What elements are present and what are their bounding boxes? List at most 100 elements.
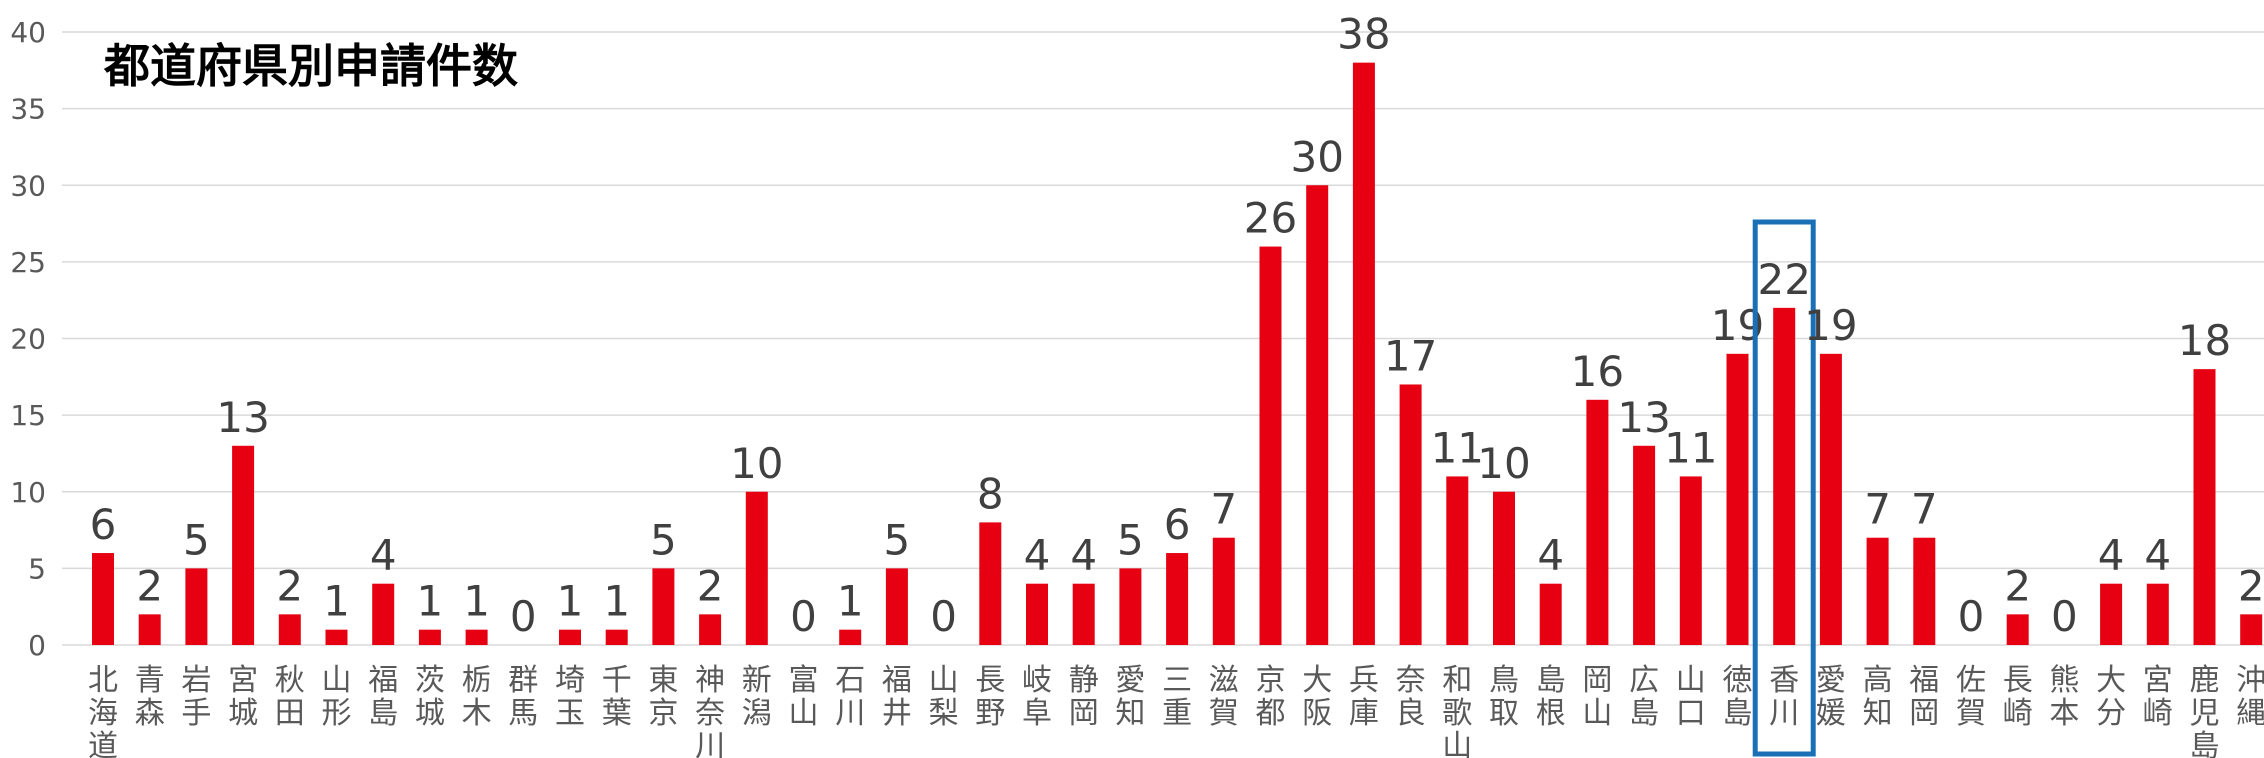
x-tick-label: 神奈川	[695, 663, 725, 758]
data-label: 11	[1664, 423, 1717, 472]
y-tick-label: 10	[10, 476, 46, 509]
data-label: 2	[136, 561, 163, 610]
bar	[1866, 537, 1889, 645]
x-tick-label: 滋賀	[1209, 663, 1239, 731]
bar	[1446, 476, 1469, 645]
data-label: 4	[1070, 531, 1097, 580]
bar	[1819, 353, 1842, 645]
x-tick-label: 島根	[1536, 663, 1566, 731]
bar	[652, 568, 675, 645]
data-label: 5	[1117, 515, 1144, 564]
x-tick-label: 岐阜	[1022, 663, 1052, 731]
x-tick-label: 和歌山	[1442, 663, 1472, 758]
x-tick-label: 京都	[1256, 663, 1286, 731]
data-label: 6	[90, 500, 117, 549]
bar	[1306, 185, 1329, 645]
x-tick-label: 福島	[368, 663, 398, 731]
x-tick-label: 青森	[135, 663, 165, 731]
x-tick-label: 群馬	[508, 663, 538, 731]
bar	[1773, 307, 1796, 645]
x-tick-label: 東京	[648, 663, 678, 731]
data-label: 4	[1537, 531, 1564, 580]
x-tick-label: 岩手	[181, 663, 211, 731]
x-tick-label: 兵庫	[1349, 663, 1379, 731]
bar	[2146, 583, 2169, 645]
x-tick-label: 山口	[1676, 663, 1706, 731]
x-tick-label: 香川	[1769, 663, 1799, 731]
data-label: 6	[1164, 500, 1191, 549]
y-tick-label: 25	[10, 246, 46, 279]
data-label: 7	[1210, 485, 1237, 534]
data-label: 2	[276, 561, 303, 610]
bar	[745, 491, 768, 645]
bar	[1679, 476, 1702, 645]
bar	[1259, 246, 1282, 646]
bar	[185, 568, 208, 645]
highlight-box	[1752, 219, 1816, 757]
data-label: 1	[323, 577, 350, 626]
data-label: 2	[2238, 561, 2264, 610]
chart-title: 都道府県別申請件数	[104, 39, 518, 93]
data-label: 2	[697, 561, 724, 610]
bar	[2006, 614, 2029, 645]
bar	[1026, 583, 1048, 645]
x-tick-label: 鹿児島	[2190, 663, 2220, 758]
data-label: 8	[977, 469, 1004, 518]
data-label: 18	[2178, 316, 2231, 365]
data-label: 11	[1431, 423, 1484, 472]
x-tick-label: 福井	[882, 663, 912, 731]
x-tick-label: 愛知	[1115, 663, 1145, 731]
x-tick-label: 愛媛	[1816, 663, 1846, 731]
x-tick-label: 奈良	[1396, 663, 1426, 731]
bar	[418, 629, 441, 645]
bar	[138, 614, 161, 645]
bar	[2240, 614, 2263, 645]
data-label: 1	[557, 577, 584, 626]
data-label: 13	[216, 393, 269, 442]
data-label: 16	[1571, 347, 1624, 396]
x-tick-label: 宮城	[228, 663, 258, 731]
data-label: 10	[1477, 439, 1530, 488]
x-tick-label: 鳥取	[1489, 663, 1519, 731]
bar	[1539, 583, 1562, 645]
data-label: 5	[183, 515, 210, 564]
x-tick-label: 佐賀	[1956, 663, 1986, 731]
data-label: 1	[837, 577, 864, 626]
data-label: 5	[884, 515, 911, 564]
data-label: 17	[1384, 331, 1437, 380]
bar	[699, 614, 722, 645]
x-tick-label: 大阪	[1302, 663, 1332, 731]
bar	[1586, 399, 1609, 645]
bar	[325, 629, 348, 645]
data-label: 4	[2144, 531, 2171, 580]
x-tick-label: 栃木	[462, 663, 492, 731]
x-tick-label: 秋田	[275, 663, 305, 731]
x-tick-label: 高知	[1863, 663, 1893, 731]
bar	[465, 629, 488, 645]
bar	[1212, 537, 1235, 645]
data-label: 0	[790, 592, 817, 641]
x-tick-label: 静岡	[1069, 663, 1099, 731]
bar	[1633, 445, 1656, 645]
y-tick-label: 0	[28, 629, 46, 662]
data-label: 1	[463, 577, 490, 626]
bar	[232, 445, 255, 645]
x-tick-label: 長野	[975, 663, 1005, 731]
x-tick-label: 埼玉	[555, 663, 585, 731]
data-label: 10	[730, 439, 783, 488]
data-label: 30	[1290, 132, 1343, 181]
x-tick-label: 広島	[1629, 663, 1659, 731]
data-label: 19	[1804, 301, 1857, 350]
data-label: 2	[2004, 561, 2031, 610]
data-label: 4	[2098, 531, 2125, 580]
data-label: 13	[1617, 393, 1670, 442]
x-tick-label: 沖縄	[2236, 663, 2264, 731]
x-tick-label: 山形	[322, 663, 352, 731]
x-tick-label: 千葉	[602, 663, 632, 731]
bar	[92, 553, 114, 645]
y-tick-label: 20	[10, 323, 46, 356]
bar	[605, 629, 628, 645]
bar	[1119, 568, 1142, 645]
